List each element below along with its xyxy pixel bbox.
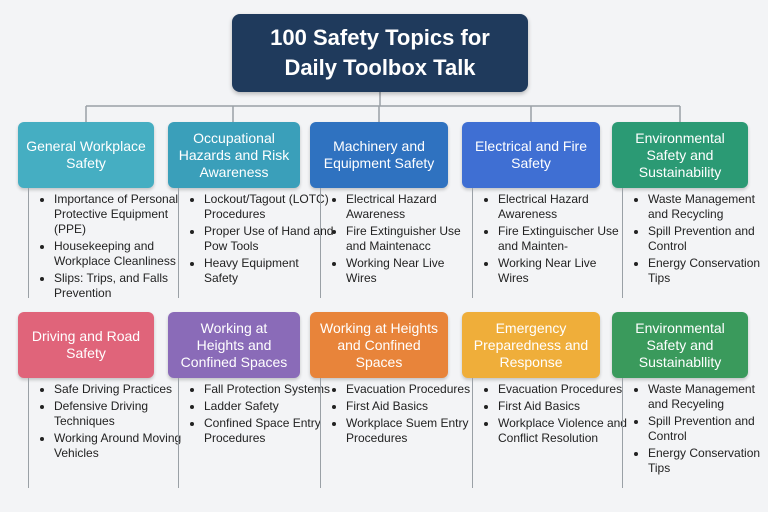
item: Workplace Violence and Conflict Resoluti… xyxy=(498,416,628,446)
item-list: Evacuation Procedures First Aid Basics Wor… xyxy=(478,382,628,448)
item: Waste Management and Recycling xyxy=(648,192,768,222)
item: Heavy Equipment Safety xyxy=(204,256,334,286)
item: Defensive Driving Techniques xyxy=(54,399,184,429)
group-label: Environmental Safety and Sustainability xyxy=(612,122,748,188)
list-connector xyxy=(622,188,623,298)
group-label: Working at Heights and Confined Spaces xyxy=(310,312,448,378)
group-label: Environmental Safety and Sustainabllity xyxy=(612,312,748,378)
item: First Aid Basics xyxy=(498,399,628,414)
item: Electrical Hazard Awareness xyxy=(498,192,628,222)
item: Working Around Moving Vehicles xyxy=(54,431,184,461)
item: Evacuation Procedures xyxy=(346,382,476,397)
item: Confined Space Entry Procedures xyxy=(204,416,334,446)
item: Slips: Trips, and Falls Prevention xyxy=(54,271,184,301)
list-connector xyxy=(320,378,321,488)
group-label: Driving and Road Safety xyxy=(18,312,154,378)
item-list: Waste Management and RecyelingSpill Prev… xyxy=(628,382,768,478)
list-connector xyxy=(622,378,623,488)
item: Safe Driving Practices xyxy=(54,382,184,397)
list-connector xyxy=(320,188,321,298)
item-list: Evacuation Procedures First Aid Basics Wor… xyxy=(326,382,476,448)
item: Spill Prevention and Control xyxy=(648,224,768,254)
group-label: Emergency Preparedness and Response xyxy=(462,312,600,378)
item-list: Importance of Personal Protective Equipm… xyxy=(34,192,184,303)
item: Waste Management and Recyeling xyxy=(648,382,768,412)
item: Importance of Personal Protective Equipm… xyxy=(54,192,184,237)
item: Spill Prevention and Control xyxy=(648,414,768,444)
item: Energy Conservation Tips xyxy=(648,446,768,476)
item-list: Waste Management and RecyclingSpill Prev… xyxy=(628,192,768,288)
item: Housekeeping and Workplace Cleanliness xyxy=(54,239,184,269)
item: First Aid Basics xyxy=(346,399,476,414)
group-label: Occupational Hazards and Risk Awareness xyxy=(168,122,300,188)
item: Electrical Hazard Awareness xyxy=(346,192,476,222)
item: Fire Extinguisher Use and Maintenacc xyxy=(346,224,476,254)
item: Evacuation Procedures xyxy=(498,382,628,397)
item: Fall Protection Systems xyxy=(204,382,334,397)
item: Workplace Suem Entry Procedures xyxy=(346,416,476,446)
item: Lockout/Tagout (LOTC) Procedures xyxy=(204,192,334,222)
title: 100 Safety Topics for Daily Toolbox Talk xyxy=(232,14,528,92)
item-list: Electrical Hazard AwarenessFire Extingui… xyxy=(326,192,476,288)
item: Energy Conservation Tips xyxy=(648,256,768,286)
item: Ladder Safety xyxy=(204,399,334,414)
list-connector xyxy=(178,188,179,298)
item: Working Near Live Wires xyxy=(346,256,476,286)
list-connector xyxy=(28,188,29,298)
group-label: General Workplace Safety xyxy=(18,122,154,188)
group-label: Machinery and Equipment Safety xyxy=(310,122,448,188)
list-connector xyxy=(472,188,473,298)
item: Working Near Live Wires xyxy=(498,256,628,286)
list-connector xyxy=(472,378,473,488)
group-label: Working at Heights and Confined Spaces xyxy=(168,312,300,378)
group-label: Electrical and Fire Safety xyxy=(462,122,600,188)
item-list: Lockout/Tagout (LOTC) ProceduresProper U… xyxy=(184,192,334,288)
list-connector xyxy=(178,378,179,488)
item-list: Safe Driving Practices Defensive Driving … xyxy=(34,382,184,463)
item: Fire Extinguischer Use and Mainten- xyxy=(498,224,628,254)
item-list: Electrical Hazard AwarenessFire Extingui… xyxy=(478,192,628,288)
list-connector xyxy=(28,378,29,488)
item: Proper Use of Hand and Pow Tools xyxy=(204,224,334,254)
item-list: Fall Protection Systems Ladder Safety Conf… xyxy=(184,382,334,448)
